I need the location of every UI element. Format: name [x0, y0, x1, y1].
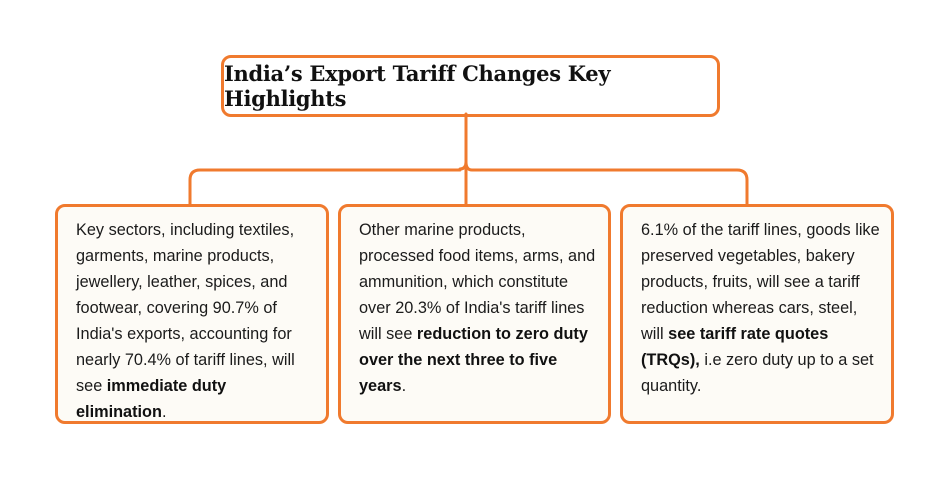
card-text: Other marine products, processed food it… [359, 217, 598, 399]
card-text-bold: immediate duty elimination [76, 377, 227, 421]
card-text-regular: Key sectors, including textiles, garment… [76, 221, 295, 395]
card-text-bold: reduction to zero duty over the next thr… [359, 325, 588, 395]
card-text-regular: 6.1% of the tariff lines, goods like pre… [641, 221, 880, 343]
card-text-bold: see tariff rate quotes (TRQs), [641, 325, 829, 369]
card-text: 6.1% of the tariff lines, goods like pre… [641, 217, 881, 399]
highlight-card-phased-reduction: Other marine products, processed food it… [338, 204, 611, 424]
diagram-title: India’s Export Tariff Changes Key Highli… [224, 61, 611, 111]
highlight-card-immediate-elimination: Key sectors, including textiles, garment… [55, 204, 329, 424]
card-text: Key sectors, including textiles, garment… [76, 217, 316, 425]
card-text-regular: . [161, 403, 167, 421]
card-text-regular: Other marine products, processed food it… [359, 221, 596, 343]
title-box: India’s Export Tariff Changes Key Highli… [221, 55, 720, 117]
card-text-regular: . [401, 377, 407, 395]
highlight-card-tariff-rate-quotas: 6.1% of the tariff lines, goods like pre… [620, 204, 894, 424]
connector-right-branch [464, 160, 749, 207]
connector-left-branch [188, 160, 468, 207]
card-text-regular: i.e zero duty up to a set quantity. [641, 351, 874, 395]
